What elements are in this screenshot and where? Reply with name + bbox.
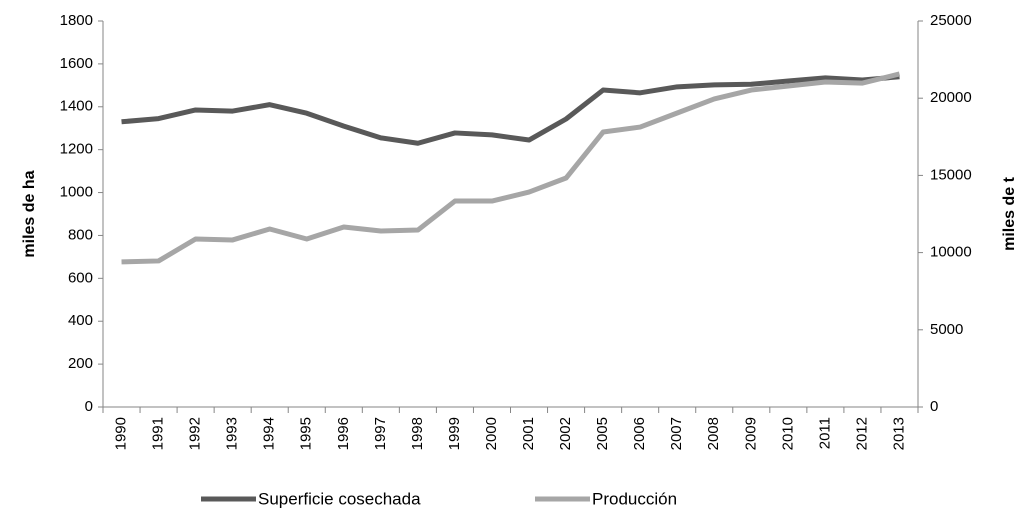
- x-tick-label: 1993: [224, 417, 241, 450]
- x-tick-label: 2007: [668, 417, 685, 450]
- y-tick-label: 800: [68, 226, 93, 243]
- y-tick-label: 1200: [60, 141, 93, 158]
- x-tick-label: 2011: [816, 417, 833, 449]
- x-tick-label: 2009: [742, 417, 759, 450]
- y-tick-label: 1400: [60, 98, 93, 115]
- x-tick-label: 2000: [483, 417, 500, 450]
- y-tick-label: 1800: [60, 12, 93, 29]
- x-tick-label: 1992: [187, 417, 204, 450]
- y2-tick-label: 5000: [930, 321, 963, 338]
- x-tick-label: 1996: [335, 417, 352, 450]
- x-tick-label: 1995: [298, 417, 315, 450]
- x-tick-label: 1999: [446, 417, 463, 450]
- x-tick-label: 2008: [705, 417, 722, 450]
- x-tick-label: 1998: [409, 417, 426, 450]
- series-line: [121, 71, 901, 265]
- x-tick-label: 1991: [150, 417, 167, 450]
- legend-label: Producción: [592, 489, 677, 508]
- y2-tick-label: 0: [930, 398, 938, 415]
- x-tick-label: 1994: [261, 417, 278, 450]
- y-tick-label: 200: [68, 355, 93, 372]
- x-tick-label: 2005: [594, 417, 611, 450]
- y2-tick-label: 10000: [930, 244, 972, 261]
- x-tick-label: 2013: [890, 417, 907, 450]
- x-tick-label: 2012: [853, 417, 870, 450]
- y-tick-label: 1000: [60, 184, 93, 201]
- series-line: [121, 74, 900, 146]
- y2-tick-label: 25000: [930, 12, 972, 29]
- y-tick-label: 400: [68, 312, 93, 329]
- y2-tick-label: 15000: [930, 166, 972, 183]
- y-tick-label: 1600: [60, 55, 93, 72]
- y-axis-label: miles de ha: [21, 170, 38, 257]
- x-tick-label: 2002: [557, 417, 574, 450]
- y-tick-label: 0: [85, 398, 93, 415]
- x-tick-label: 1997: [372, 417, 389, 450]
- x-tick-label: 2006: [631, 417, 648, 450]
- x-tick-label: 1990: [112, 417, 129, 450]
- legend-label: Superficie cosechada: [258, 489, 421, 508]
- y2-axis-label: miles de t: [1001, 176, 1018, 250]
- x-tick-label: 2010: [779, 417, 796, 450]
- x-tick-label: 2001: [520, 417, 537, 450]
- y2-tick-label: 20000: [930, 89, 972, 106]
- y-tick-label: 600: [68, 269, 93, 286]
